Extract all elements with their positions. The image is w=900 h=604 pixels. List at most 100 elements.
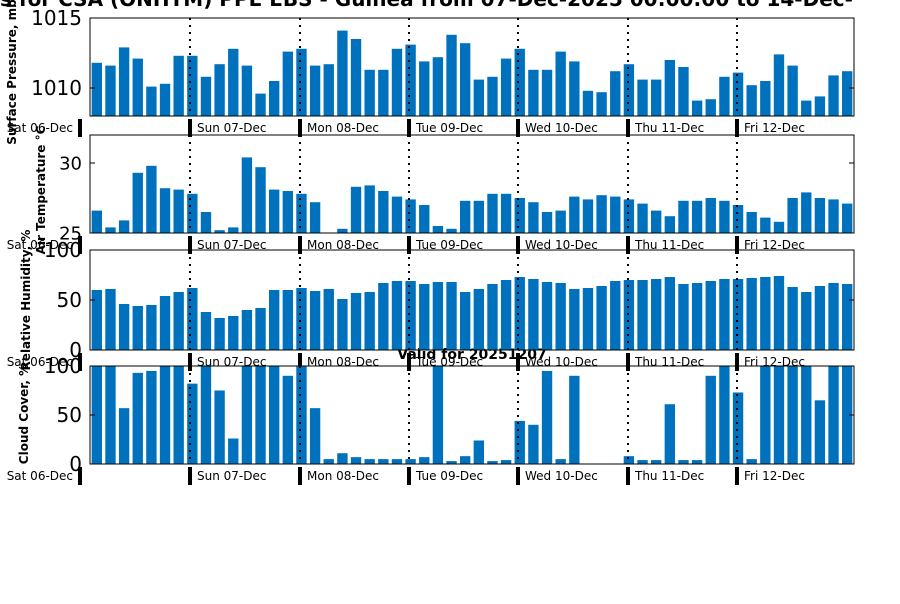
day-label: Wed 10-Dec xyxy=(525,238,598,252)
bar xyxy=(282,290,294,350)
chart-panel-2: 25 30 Sat 06-Dec Sun 07-Dec Mon 08-Dec Tue 09… xyxy=(7,125,855,254)
bar xyxy=(200,366,212,464)
bar xyxy=(432,57,444,116)
bar xyxy=(446,282,457,350)
day-label: Fri 12-Dec xyxy=(744,238,805,252)
bar xyxy=(200,312,212,350)
bar xyxy=(528,202,539,233)
bar xyxy=(432,226,444,233)
bar xyxy=(91,62,103,116)
bar xyxy=(378,191,389,233)
bar xyxy=(746,212,757,233)
valid-for-label: Valid for 20251207 xyxy=(397,347,546,363)
bar xyxy=(487,284,498,350)
day-label: Thu 11-Dec xyxy=(634,238,704,252)
bar xyxy=(637,280,648,350)
bar xyxy=(773,221,785,233)
bar xyxy=(623,64,635,116)
day-label: Tue 09-Dec xyxy=(415,238,483,252)
bar xyxy=(719,366,730,464)
bar xyxy=(678,460,689,464)
bar xyxy=(637,203,648,233)
y-tick-label: 1010 xyxy=(31,76,82,100)
bar xyxy=(255,167,266,233)
bar xyxy=(173,55,184,116)
bar xyxy=(146,86,157,116)
day-label: Mon 08-Dec xyxy=(307,355,379,369)
bar xyxy=(841,203,853,233)
y-tick-label: 100 xyxy=(44,354,82,378)
day-label: Wed 10-Dec xyxy=(525,355,598,369)
bar xyxy=(760,277,771,350)
bar xyxy=(569,61,580,116)
bar xyxy=(91,366,103,464)
bar xyxy=(719,279,730,350)
bar xyxy=(610,281,621,350)
bar xyxy=(132,58,143,116)
bar xyxy=(541,370,553,464)
bar xyxy=(309,291,321,350)
bar xyxy=(337,228,348,233)
bar xyxy=(732,392,744,464)
bar xyxy=(787,366,798,464)
bar xyxy=(582,199,594,233)
bar xyxy=(719,76,730,116)
bar xyxy=(200,212,212,233)
y-axis-label: Relative Humidity, % xyxy=(19,230,33,371)
bar xyxy=(405,199,416,233)
day-label: Tue 09-Dec xyxy=(415,355,483,369)
bar xyxy=(309,65,321,116)
day-label: Thu 11-Dec xyxy=(634,355,704,369)
bar xyxy=(787,65,798,116)
bar xyxy=(514,420,525,464)
bar xyxy=(214,390,225,464)
bar xyxy=(255,308,266,350)
bar xyxy=(187,383,198,464)
bar xyxy=(255,366,266,464)
bar xyxy=(118,408,130,464)
bar xyxy=(118,47,130,116)
chart-panel-1: 1010 1015 Sat 06-Dec Sun 07-Dec Mon 08-Dec Tu… xyxy=(5,0,855,145)
bar xyxy=(105,65,116,116)
bar xyxy=(569,196,580,233)
day-label: Sun 07-Dec xyxy=(197,238,266,252)
bar xyxy=(459,200,471,233)
day-label: Fri 12-Dec xyxy=(744,469,805,483)
day-label: Sat 06-Dec xyxy=(7,355,73,369)
bar xyxy=(419,457,430,464)
bar xyxy=(350,186,362,233)
bar xyxy=(187,193,198,233)
bar xyxy=(282,375,294,464)
day-label: Mon 08-Dec xyxy=(307,121,379,135)
bar xyxy=(473,79,485,116)
bar xyxy=(432,282,444,350)
bar xyxy=(596,195,607,233)
bar xyxy=(459,456,471,464)
bar xyxy=(132,372,143,464)
bar xyxy=(391,196,403,233)
bar xyxy=(459,43,471,117)
bar xyxy=(241,310,253,350)
bar xyxy=(691,200,703,233)
bar xyxy=(228,316,239,350)
bar xyxy=(746,459,757,464)
bar xyxy=(801,100,812,116)
bar xyxy=(350,293,362,350)
y-tick-label: 1015 xyxy=(31,6,82,30)
bar xyxy=(691,460,703,464)
bar xyxy=(664,404,676,464)
day-label: Tue 09-Dec xyxy=(415,469,483,483)
bar xyxy=(214,64,225,116)
bar xyxy=(637,460,648,464)
bar xyxy=(419,205,430,233)
bar xyxy=(228,438,239,464)
bar xyxy=(500,460,512,464)
bar xyxy=(187,288,198,350)
bar xyxy=(528,69,539,116)
y-tick-label: 50 xyxy=(57,403,82,427)
bar xyxy=(528,424,539,464)
bar xyxy=(555,210,566,233)
bar xyxy=(446,228,457,233)
